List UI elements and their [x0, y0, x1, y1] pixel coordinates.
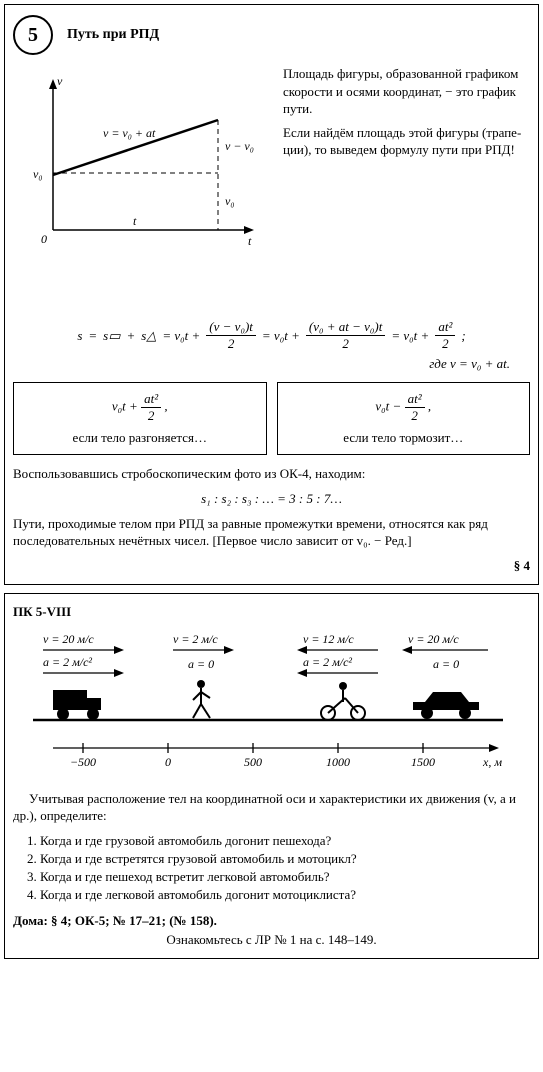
truck-v: v = 20 м/с — [43, 632, 94, 646]
header: 5 Путь при РПД — [13, 15, 530, 55]
intro-text: Учитывая расположение тел на координатно… — [13, 790, 530, 825]
pk-5-viii-box: ПК 5-VIII v = 20 м/с a = 2 м/с² v = 2 м/… — [4, 593, 539, 959]
ped-a: a = 0 — [188, 657, 214, 671]
formula-boxes: v₀t + at²2 , если тело разгоняется… v₀t … — [13, 382, 530, 455]
svg-text:0: 0 — [165, 755, 171, 769]
line-equation: v = v₀ + at — [103, 126, 156, 140]
svg-text:1500: 1500 — [411, 755, 435, 769]
svg-text:−500: −500 — [70, 755, 96, 769]
pk-subtitle: ПК 5-VIII — [13, 604, 530, 620]
derivation-formula: s = s▭ + s△ = v₀t + (v − v₀)t2 = v₀t + (… — [13, 319, 530, 372]
ratio-formula: s₁ : s₂ : s₃ : … = 3 : 5 : 7… — [13, 491, 530, 507]
side-para-1: Площадь фигуры, об­разованной графиком с… — [283, 65, 530, 118]
conclusion-text: Пути, проходимые телом при РПД за равные… — [13, 515, 530, 550]
v0-right-label: v₀ — [225, 194, 235, 208]
section-5-box: 5 Путь при РПД v t 0 v₀ v = v₀ + at — [4, 4, 539, 585]
side-para-2: Если найдём площадь этой фигуры (трапе­ц… — [283, 124, 530, 159]
strob-text: Воспользовавшись стробоскопическим фото … — [13, 465, 530, 483]
q3: 3. Когда и где пешеход встретит легковой… — [27, 869, 530, 885]
side-text: Площадь фигуры, об­разованной графиком с… — [283, 65, 530, 159]
car-v: v = 20 м/с — [408, 632, 459, 646]
moto-v: v = 12 м/с — [303, 632, 354, 646]
section-number-circle: 5 — [13, 15, 53, 55]
graph-and-text: v t 0 v₀ v = v₀ + at v − v₀ v₀ t Площадь — [13, 65, 530, 259]
questions: 1. Когда и где грузовой автомобиль догон… — [27, 833, 530, 903]
scene-diagram: v = 20 м/с a = 2 м/с² v = 2 м/с a = 0 v … — [13, 628, 530, 782]
q4: 4. Когда и где легковой автомобиль догон… — [27, 887, 530, 903]
lab-note: Ознакомьтесь с ЛР № 1 на с. 148–149. — [13, 932, 530, 948]
t-label: t — [133, 214, 137, 228]
velocity-graph: v t 0 v₀ v = v₀ + at v − v₀ v₀ t — [13, 65, 273, 259]
car-a: a = 0 — [433, 657, 459, 671]
q2: 2. Когда и где встретятся грузовой автом… — [27, 851, 530, 867]
decelerate-text: если тело тормозит… — [286, 430, 522, 446]
homework: Дома: § 4; ОК-5; № 17–21; (№ 158). — [13, 913, 530, 929]
x-axis-label: t — [248, 234, 252, 248]
q1: 1. Когда и где грузовой автомобиль догон… — [27, 833, 530, 849]
accelerate-text: если тело разгоняется… — [22, 430, 258, 446]
section-title: Путь при РПД — [67, 27, 159, 43]
axis-label: x, м — [482, 755, 502, 769]
accelerate-box: v₀t + at²2 , если тело разгоняется… — [13, 382, 267, 455]
decelerate-box: v₀t − at²2 , если тело тормозит… — [277, 382, 531, 455]
origin-label: 0 — [41, 232, 47, 246]
where-clause: где v = v₀ + at. — [13, 356, 530, 372]
y-axis-label: v — [57, 74, 63, 88]
svg-text:500: 500 — [244, 755, 262, 769]
truck-a: a = 2 м/с² — [43, 655, 92, 669]
delta-v-label: v − v₀ — [225, 139, 254, 153]
ped-v: v = 2 м/с — [173, 632, 218, 646]
moto-a: a = 2 м/с² — [303, 655, 352, 669]
section-ref: § 4 — [13, 558, 530, 574]
v0-label: v₀ — [33, 167, 43, 181]
svg-text:1000: 1000 — [326, 755, 350, 769]
